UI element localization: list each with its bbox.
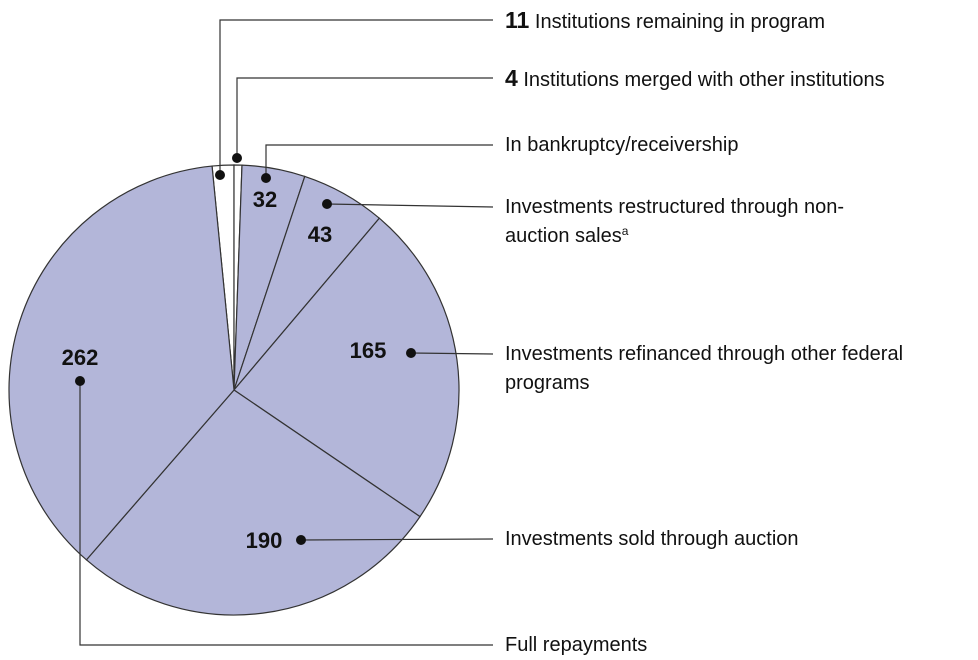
legend-label: In bankruptcy/receivership [505, 131, 905, 160]
leader-line [326, 203, 494, 208]
legend-label: 4 Institutions merged with other institu… [505, 64, 905, 95]
leader-dot [232, 153, 242, 163]
leader-line [300, 538, 494, 541]
data-label: 262 [62, 345, 99, 370]
legend-label: Investments refinanced through other fed… [505, 340, 905, 398]
legend-label: Investments restructured through non-auc… [505, 193, 905, 251]
leader-line [219, 19, 493, 175]
legend-text: Investments restructured through non-auc… [505, 196, 845, 247]
legend-label: Investments sold through auction [505, 525, 905, 554]
legend-label: Full repayments [505, 631, 905, 660]
legend-text: Institutions merged with other instituti… [523, 69, 885, 91]
leader-dot [406, 348, 416, 358]
data-label: 190 [246, 528, 283, 553]
leader-dot [75, 376, 85, 386]
legend-text: Investments refinanced through other fed… [505, 343, 904, 394]
data-label: 32 [253, 187, 277, 212]
data-label: 43 [308, 222, 332, 247]
leader-line [410, 352, 494, 355]
legend-value: 4 [505, 65, 518, 91]
footnote-mark: a [621, 224, 629, 238]
leader-dot [215, 170, 225, 180]
legend-text: Full repayments [505, 634, 648, 656]
legend-text: In bankruptcy/receivership [505, 134, 739, 156]
leader-line [79, 381, 493, 646]
leader-line [265, 144, 493, 178]
leader-dot [261, 173, 271, 183]
data-label: 165 [350, 338, 387, 363]
leader-line [236, 77, 493, 158]
legend-text: Institutions remaining in program [534, 11, 826, 33]
leader-dot [296, 535, 306, 545]
pie-slice [233, 217, 460, 518]
legend-label: 11 Institutions remaining in program [505, 6, 905, 37]
pie-slice [8, 165, 235, 561]
pie-slice [85, 389, 421, 616]
legend-text: Investments sold through auction [505, 528, 799, 550]
legend-value: 11 [505, 7, 530, 33]
leader-dot [322, 199, 332, 209]
